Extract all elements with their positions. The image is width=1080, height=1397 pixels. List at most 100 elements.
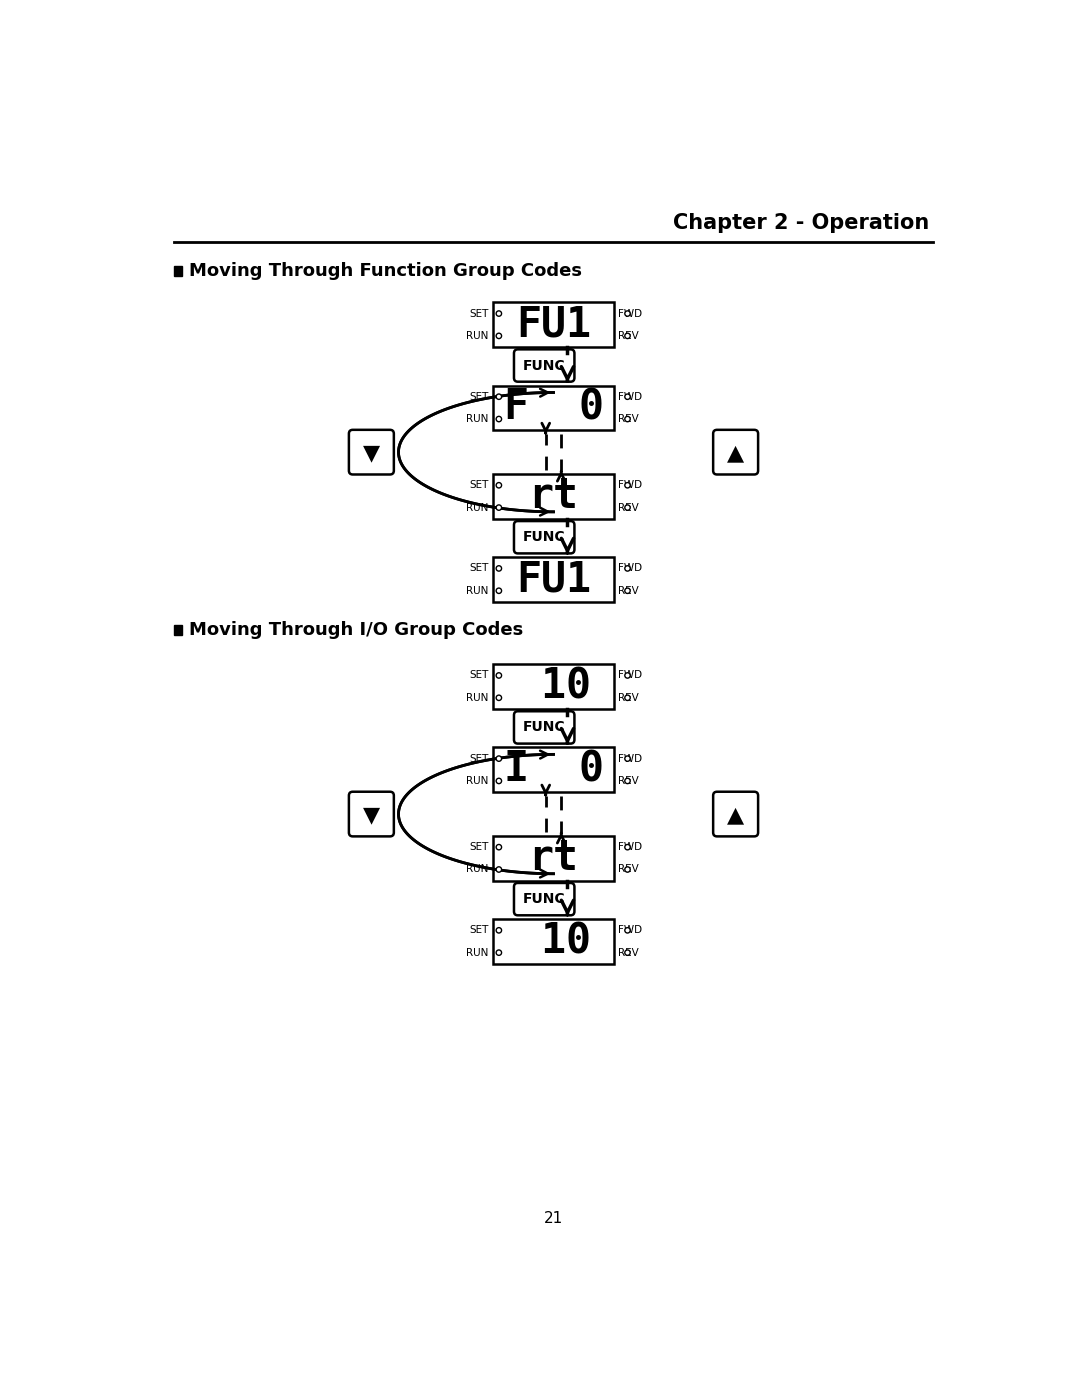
Text: REV: REV (618, 331, 639, 341)
Circle shape (625, 866, 631, 872)
Circle shape (496, 950, 501, 956)
FancyBboxPatch shape (494, 665, 613, 708)
Text: Chapter 2 - Operation: Chapter 2 - Operation (673, 214, 930, 233)
Text: REV: REV (618, 693, 639, 703)
FancyBboxPatch shape (494, 557, 613, 602)
Circle shape (625, 778, 631, 784)
Circle shape (496, 394, 501, 400)
Circle shape (625, 482, 631, 488)
Text: Moving Through Function Group Codes: Moving Through Function Group Codes (189, 261, 582, 279)
FancyBboxPatch shape (514, 883, 575, 915)
Circle shape (625, 504, 631, 510)
FancyBboxPatch shape (494, 835, 613, 880)
Circle shape (496, 334, 501, 338)
Text: FWD: FWD (618, 563, 643, 573)
Circle shape (625, 394, 631, 400)
Text: RUN: RUN (467, 414, 489, 425)
Circle shape (496, 756, 501, 761)
Circle shape (496, 312, 501, 316)
Text: FWD: FWD (618, 481, 643, 490)
Circle shape (625, 673, 631, 678)
Circle shape (496, 866, 501, 872)
Circle shape (625, 416, 631, 422)
Text: RUN: RUN (467, 693, 489, 703)
Bar (174, 267, 183, 277)
Text: ▲: ▲ (727, 443, 744, 462)
Circle shape (496, 416, 501, 422)
Circle shape (496, 566, 501, 571)
Text: FWD: FWD (618, 842, 643, 852)
Text: FWD: FWD (618, 925, 643, 936)
FancyBboxPatch shape (514, 349, 575, 381)
Text: SET: SET (470, 753, 489, 764)
Text: FWD: FWD (618, 391, 643, 402)
Text: ▼: ▼ (363, 805, 380, 824)
Text: REV: REV (618, 503, 639, 513)
Text: FUNC: FUNC (523, 531, 566, 545)
FancyBboxPatch shape (713, 792, 758, 837)
FancyBboxPatch shape (713, 430, 758, 475)
Circle shape (625, 950, 631, 956)
Circle shape (625, 756, 631, 761)
Text: FWD: FWD (618, 309, 643, 319)
Text: SET: SET (470, 309, 489, 319)
Text: I  0: I 0 (503, 749, 604, 791)
Text: ▲: ▲ (727, 805, 744, 824)
Circle shape (625, 566, 631, 571)
Circle shape (625, 696, 631, 700)
Text: FU1: FU1 (516, 303, 591, 345)
Text: RUN: RUN (467, 585, 489, 595)
Circle shape (496, 778, 501, 784)
FancyBboxPatch shape (349, 792, 394, 837)
FancyBboxPatch shape (494, 919, 613, 964)
Text: FU1: FU1 (516, 559, 591, 601)
Circle shape (625, 334, 631, 338)
Text: RUN: RUN (467, 947, 489, 958)
Text: ▼: ▼ (363, 443, 380, 462)
FancyBboxPatch shape (494, 747, 613, 792)
Circle shape (625, 928, 631, 933)
Text: RUN: RUN (467, 865, 489, 875)
Text: SET: SET (470, 671, 489, 680)
Text: 21: 21 (544, 1211, 563, 1227)
FancyBboxPatch shape (494, 386, 613, 430)
FancyBboxPatch shape (514, 521, 575, 553)
Text: 10: 10 (516, 665, 591, 708)
FancyBboxPatch shape (514, 711, 575, 743)
Circle shape (496, 928, 501, 933)
Text: REV: REV (618, 414, 639, 425)
Text: REV: REV (618, 585, 639, 595)
Text: RUN: RUN (467, 503, 489, 513)
Circle shape (496, 588, 501, 594)
Text: SET: SET (470, 391, 489, 402)
Text: SET: SET (470, 842, 489, 852)
FancyBboxPatch shape (494, 474, 613, 518)
Text: FUNC: FUNC (523, 893, 566, 907)
Text: rt: rt (528, 837, 579, 879)
Text: RUN: RUN (467, 775, 489, 787)
Circle shape (625, 588, 631, 594)
Text: SET: SET (470, 925, 489, 936)
Circle shape (496, 696, 501, 700)
Circle shape (496, 482, 501, 488)
Text: FUNC: FUNC (523, 359, 566, 373)
Circle shape (496, 504, 501, 510)
Bar (174, 624, 183, 636)
Text: RUN: RUN (467, 331, 489, 341)
Text: SET: SET (470, 481, 489, 490)
Text: F  0: F 0 (503, 387, 604, 429)
Text: rt: rt (528, 475, 579, 517)
Text: REV: REV (618, 775, 639, 787)
Circle shape (496, 844, 501, 849)
FancyBboxPatch shape (349, 430, 394, 475)
Circle shape (625, 312, 631, 316)
Circle shape (625, 844, 631, 849)
FancyBboxPatch shape (494, 302, 613, 346)
Circle shape (496, 673, 501, 678)
Text: Moving Through I/O Group Codes: Moving Through I/O Group Codes (189, 620, 524, 638)
Text: REV: REV (618, 947, 639, 958)
Text: FWD: FWD (618, 753, 643, 764)
Text: FWD: FWD (618, 671, 643, 680)
Text: SET: SET (470, 563, 489, 573)
Text: 10: 10 (516, 921, 591, 963)
